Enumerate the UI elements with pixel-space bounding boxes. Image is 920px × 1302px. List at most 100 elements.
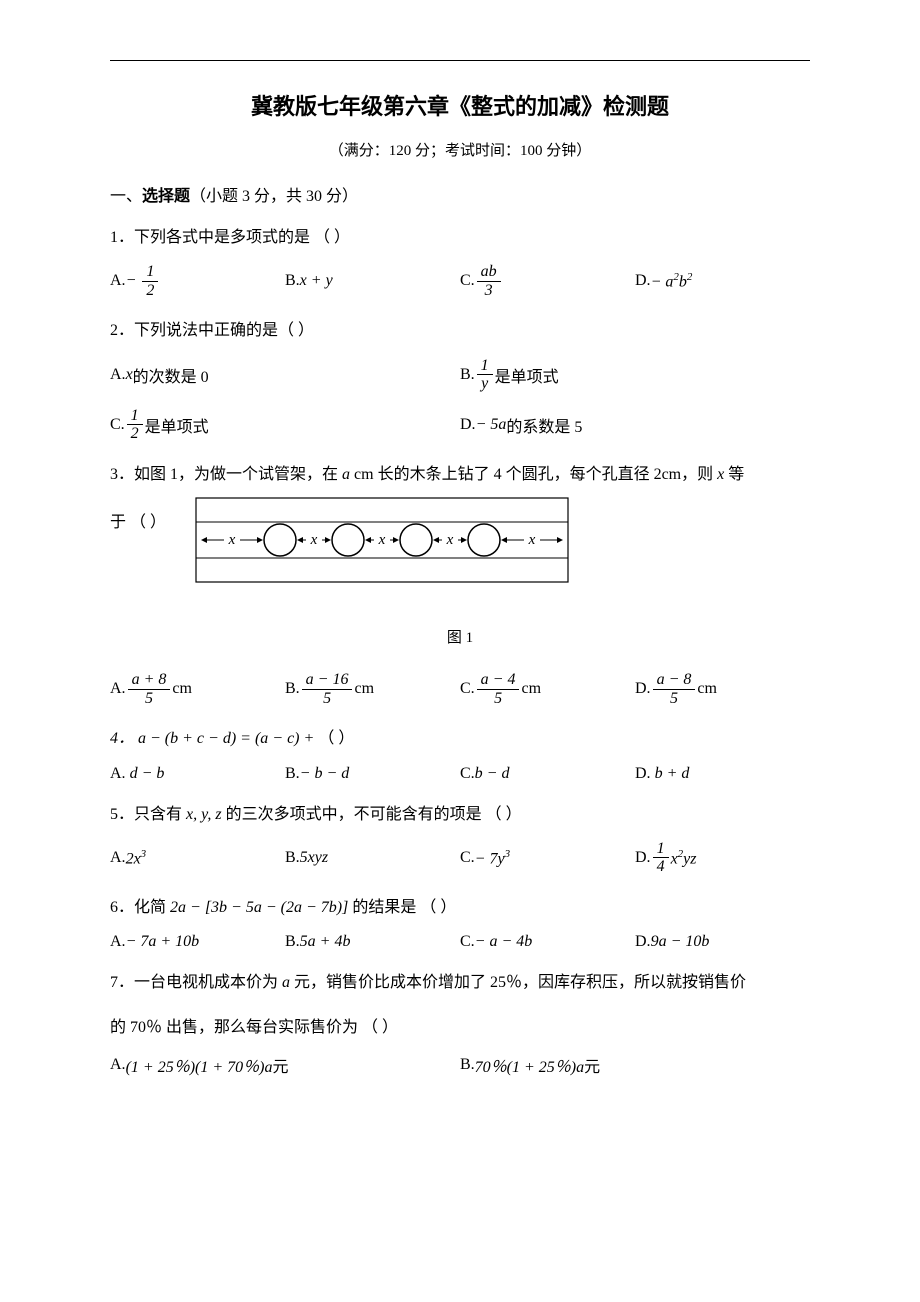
opt-label: B. [285, 933, 300, 951]
frac: 1 2 [127, 407, 143, 443]
opt-label: A. [110, 1056, 126, 1074]
opt-label: B. [460, 366, 475, 384]
q4-opt-d: D. b + d [635, 765, 810, 783]
svg-text:x: x [446, 532, 454, 548]
q3-stem-a: 3．如图 1，为做一个试管架，在 [110, 466, 342, 483]
unit: cm [354, 680, 374, 698]
math: 2x3 [126, 848, 147, 868]
q2-options-row2: C. 1 2 是单项式 D. − 5a 的系数是 5 [110, 407, 810, 443]
q5-opt-c: C. − 7y3 [460, 848, 635, 868]
q5-opt-a: A. 2x3 [110, 848, 285, 868]
section-1-heading: 一、选择题（小题 3 分，共 30 分） [110, 182, 810, 206]
q2-opt-b: B. 1 y 是单项式 [460, 357, 810, 393]
opt-label: C. [460, 849, 475, 867]
q2-options-row1: A. x 的次数是 0 B. 1 y 是单项式 [110, 357, 810, 393]
q3-opt-a: A. a + 8 5 cm [110, 671, 285, 707]
t: 7．一台电视机成本价为 [110, 974, 282, 991]
q1-opt-b: B. x + y [285, 272, 460, 290]
t: ，因库存积压，所以就按销售价 [522, 974, 746, 991]
unit: cm [697, 680, 717, 698]
q4-opt-b: B. − b − d [285, 765, 460, 783]
q4-opt-c: C. b − d [460, 765, 635, 783]
q3-opt-c: C. a − 4 5 cm [460, 671, 635, 707]
q4-options: A. d − b B. − b − d C. b − d D. b + d [110, 765, 810, 783]
opt-label: A. [110, 366, 126, 384]
opt-label: D. [635, 272, 651, 290]
q1-stem: 1．下列各式中是多项式的是 （ ） [110, 220, 810, 255]
math: x2yz [671, 848, 697, 868]
pct: 70％ [130, 1019, 162, 1036]
q2-opt-c: C. 1 2 是单项式 [110, 407, 460, 443]
q3-a: a [342, 466, 350, 483]
q4-expr: 4． a − (b + c − d) = (a − c) + [110, 730, 318, 747]
q2-b-text: 是单项式 [495, 363, 559, 387]
q2-a-text: 的次数是 0 [133, 363, 209, 387]
q5-opt-d: D. 1 4 x2yz [635, 840, 810, 876]
opt-label: B. [285, 272, 300, 290]
math: − 7y3 [475, 848, 510, 868]
q4-stem: 4． a − (b + c − d) = (a − c) + （ ） [110, 721, 810, 756]
opt-label: A. [110, 849, 126, 867]
frac: a − 16 5 [302, 671, 353, 707]
opt-label: A. [110, 680, 126, 698]
q4-paren: （ ） [318, 730, 354, 747]
q1-options: A. − 1 2 B. x + y C. ab 3 D. − a2b2 [110, 263, 810, 299]
q1-opt-a: A. − 1 2 [110, 263, 285, 299]
frac: a − 8 5 [653, 671, 696, 707]
figure-1-label: 图 1 [110, 626, 810, 647]
svg-text:x: x [228, 532, 236, 548]
math: − a − 4b [475, 933, 533, 951]
section-1-bold: 选择题 [142, 188, 190, 205]
q3-opt-b: B. a − 16 5 cm [285, 671, 460, 707]
opt-label: C. [110, 416, 125, 434]
q6-opt-d: D. 9a − 10b [635, 933, 810, 951]
math: − b − d [300, 765, 350, 783]
q7-opt-a: A. (1 + 25％)(1 + 70％)a 元 [110, 1053, 460, 1077]
opt-label: D. [635, 680, 651, 698]
q2-stem: 2．下列说法中正确的是（ ） [110, 313, 810, 348]
math: b + d [655, 765, 690, 783]
opt-label: B. [285, 765, 300, 783]
q7-line1: 7．一台电视机成本价为 a 元，销售价比成本价增加了 25％，因库存积压，所以就… [110, 965, 810, 1000]
q6-opt-b: B. 5a + 4b [285, 933, 460, 951]
opt-label: C. [460, 765, 475, 783]
section-1-prefix: 一、 [110, 188, 142, 205]
opt-label: B. [460, 1056, 475, 1074]
opt-label: D. [635, 849, 651, 867]
math: 5a + 4b [300, 933, 351, 951]
q6-opt-c: C. − a − 4b [460, 933, 635, 951]
opt-label: D. [460, 416, 476, 434]
top-rule [110, 60, 810, 61]
doc-title: 冀教版七年级第六章《整式的加减》检测题 [110, 89, 810, 121]
q2-d-math: − 5a [476, 416, 507, 434]
q1-opt-c: C. ab 3 [460, 263, 635, 299]
math: b − d [475, 765, 510, 783]
q1-opt-d: D. − a2b2 [635, 271, 810, 291]
frac: 1 y [477, 357, 493, 393]
unit: 元 [272, 1053, 288, 1077]
opt-label: A. [110, 933, 126, 951]
svg-text:x: x [378, 532, 386, 548]
pct: 25％ [490, 974, 522, 991]
t: 的 [110, 1019, 130, 1036]
unit: cm [521, 680, 541, 698]
math: − 7a + 10b [126, 933, 200, 951]
q6-options: A. − 7a + 10b B. 5a + 4b C. − a − 4b D. … [110, 933, 810, 951]
t: 元，销售价比成本价增加了 [290, 974, 490, 991]
frac: 1 2 [142, 263, 158, 299]
q6-expr: 2a − [3b − 5a − (2a − 7b)] [170, 899, 348, 916]
q6-stem: 6．化简 2a − [3b − 5a − (2a − 7b)] 的结果是 （ ） [110, 890, 810, 925]
opt-label: C. [460, 272, 475, 290]
frac: a + 8 5 [128, 671, 171, 707]
q3-figure-row: 于 （ ） x [110, 500, 810, 586]
opt-label: C. [460, 933, 475, 951]
q2-d-text: 的系数是 5 [506, 413, 582, 437]
q6-a: 6．化简 [110, 899, 170, 916]
q5-vars: x, y, z [186, 806, 222, 823]
q2-c-text: 是单项式 [145, 413, 209, 437]
q5-b: 的三次多项式中，不可能含有的项是 （ ） [222, 806, 522, 823]
math: 5xyz [300, 849, 328, 867]
math: d − b [130, 765, 165, 783]
q4-opt-a: A. d − b [110, 765, 285, 783]
opt-label: C. [460, 680, 475, 698]
